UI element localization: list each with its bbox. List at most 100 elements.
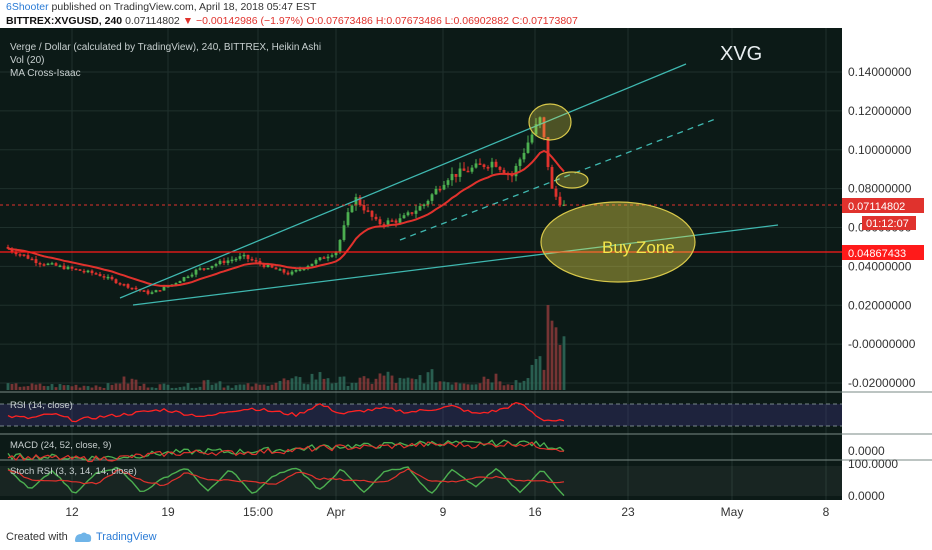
volume-bar <box>130 378 134 390</box>
volume-bar <box>450 384 454 390</box>
candle-body <box>26 255 30 259</box>
candle-body <box>490 161 494 168</box>
volume-bar <box>534 358 538 390</box>
created-with-label: Created with <box>6 531 68 543</box>
volume-bar <box>562 336 566 390</box>
volume-bar <box>406 377 410 390</box>
publisher-name[interactable]: 6Shooter <box>6 1 49 13</box>
candle-body <box>38 263 42 265</box>
candle-body <box>278 269 282 271</box>
candle-body <box>90 270 94 274</box>
volume-bar <box>494 373 498 390</box>
y-tick-label: -0.00000000 <box>848 337 916 351</box>
volume-bar <box>166 384 170 390</box>
stoch-d-line <box>7 468 565 487</box>
volume-bar <box>354 382 358 390</box>
y-tick-label: 0.02000000 <box>848 298 912 312</box>
candle-body <box>114 279 118 284</box>
publish-line: 6Shooter published on TradingView.com, A… <box>6 1 316 13</box>
volume-bar <box>490 382 494 390</box>
time-axis[interactable] <box>0 500 932 524</box>
volume-bar <box>222 387 226 390</box>
candle-body <box>18 254 22 256</box>
candle-body <box>226 260 230 264</box>
candle-body <box>262 263 266 268</box>
volume-bar <box>150 387 154 390</box>
symbol-watermark: XVG <box>720 43 762 65</box>
upper-trendline <box>119 63 687 299</box>
symbol-name: BITTREX:XVGUSD <box>6 15 99 27</box>
volume-bar <box>6 383 10 390</box>
candle-body <box>270 264 274 268</box>
volume-bar <box>418 375 422 390</box>
footer: Created with TradingView <box>0 524 932 550</box>
volume-bar <box>322 378 326 390</box>
volume-bar <box>362 376 366 390</box>
candle-body <box>214 264 218 266</box>
candle-body <box>542 117 546 138</box>
lower-trendline <box>132 224 779 306</box>
candle-body <box>66 266 70 270</box>
candle-body <box>550 167 554 189</box>
candle-body <box>190 274 194 277</box>
candle-body <box>474 163 478 168</box>
volume-bar <box>18 386 22 390</box>
volume-bar <box>370 383 374 390</box>
volume-bar <box>22 386 26 390</box>
price-change: ▼ −0.00142986 (−1.97%) <box>182 15 304 27</box>
candle-body <box>346 212 350 226</box>
volume-bar <box>234 385 238 390</box>
candle-body <box>10 248 14 252</box>
candle-body <box>58 265 62 268</box>
candle-body <box>86 270 90 273</box>
volume-bar <box>290 378 294 390</box>
tradingview-link[interactable]: TradingView <box>96 531 157 543</box>
volume-bar <box>358 377 362 390</box>
volume-bar <box>38 383 42 390</box>
candle-body <box>34 259 38 264</box>
candle-body <box>494 161 498 167</box>
x-tick-label: 8 <box>823 505 830 519</box>
candle-body <box>290 271 294 275</box>
chart-canvas[interactable]: Buy Zone XVG Verge / Dollar (calculated … <box>0 0 932 524</box>
candle-body <box>250 258 254 261</box>
x-tick-label: May <box>721 505 744 519</box>
volume-bar <box>70 386 74 390</box>
volume-bar <box>162 383 166 390</box>
candle-body <box>154 290 158 293</box>
volume-bar <box>414 379 418 390</box>
tradingview-logo-icon <box>75 532 92 542</box>
volume-bar <box>426 372 430 390</box>
candle-body <box>82 270 86 273</box>
price-axis[interactable] <box>842 28 932 500</box>
volume-bar <box>78 387 82 390</box>
candle-body <box>130 287 134 290</box>
y-tick-label: 0.08000000 <box>848 182 912 196</box>
volume-bar <box>30 383 34 390</box>
volume-bar <box>46 386 50 390</box>
volume-bar <box>42 385 46 390</box>
candle-body <box>382 224 386 226</box>
candle-body <box>330 255 334 257</box>
candle-body <box>442 184 446 190</box>
volume-bar <box>522 380 526 390</box>
volume-bar <box>434 382 438 390</box>
volume-bar <box>442 381 446 390</box>
volume-bar <box>350 382 354 390</box>
volume-bar <box>430 369 434 390</box>
candle-body <box>470 167 474 172</box>
plot-area[interactable] <box>0 28 842 500</box>
candle-body <box>62 265 66 270</box>
candle-body <box>210 265 214 269</box>
candle-body <box>142 290 146 292</box>
volume-bar <box>190 387 194 390</box>
drawings <box>0 63 842 306</box>
rsi-label: RSI (14, close) <box>10 400 73 411</box>
candle-body <box>126 284 130 288</box>
volume-bar <box>226 385 230 390</box>
candle-body <box>426 200 430 205</box>
stoch-k-line <box>7 466 565 497</box>
candle-body <box>478 163 482 165</box>
macd-axis-label: 0.0000 <box>848 444 885 458</box>
candle-body <box>534 124 538 135</box>
